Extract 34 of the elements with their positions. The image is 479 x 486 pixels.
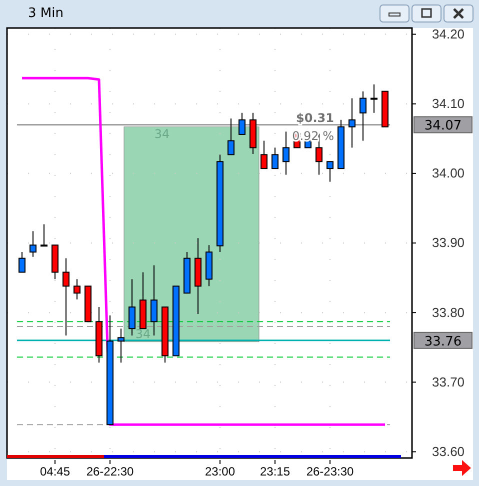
ref-line-label: 34.07 — [424, 118, 462, 134]
candlestick — [18, 252, 26, 273]
candlestick — [370, 84, 378, 114]
x-tick-label: 26-23:30 — [306, 464, 354, 479]
candlestick — [40, 224, 48, 247]
candlestick — [326, 161, 334, 182]
candlestick — [74, 278, 80, 300]
y-tick-label: 33.70 — [432, 374, 465, 390]
candlestick — [348, 98, 356, 148]
x-tick-label: 26-22:30 — [86, 464, 134, 479]
candlestick — [238, 112, 246, 135]
candlestick — [150, 264, 158, 336]
y-tick-label: 34.20 — [432, 26, 465, 42]
candlestick — [282, 131, 290, 176]
y-tick-label: 33.60 — [432, 444, 465, 459]
x-tick-label: 23:15 — [260, 464, 290, 479]
y-tick-label: 34.00 — [432, 166, 465, 181]
candlestick — [62, 258, 70, 336]
candlestick — [30, 230, 36, 258]
y-tick-label: 33.90 — [432, 235, 465, 250]
candlestick — [316, 133, 322, 176]
annotation: $0.31 — [296, 110, 334, 125]
x-tick-label: 23:00 — [204, 464, 236, 479]
y-tick-label: 33.80 — [432, 304, 465, 320]
candlestick — [260, 140, 268, 170]
candlestick — [272, 147, 278, 170]
candlestick — [360, 90, 366, 142]
y-tick-label: 34.10 — [432, 96, 465, 111]
candlestick — [118, 328, 124, 364]
candlestick — [228, 118, 234, 156]
ref-line-label: 33.76 — [424, 334, 462, 350]
x-tick-label: 04:45 — [40, 464, 70, 479]
candlestick — [128, 278, 136, 336]
chart-title: 3 Min — [28, 6, 64, 21]
